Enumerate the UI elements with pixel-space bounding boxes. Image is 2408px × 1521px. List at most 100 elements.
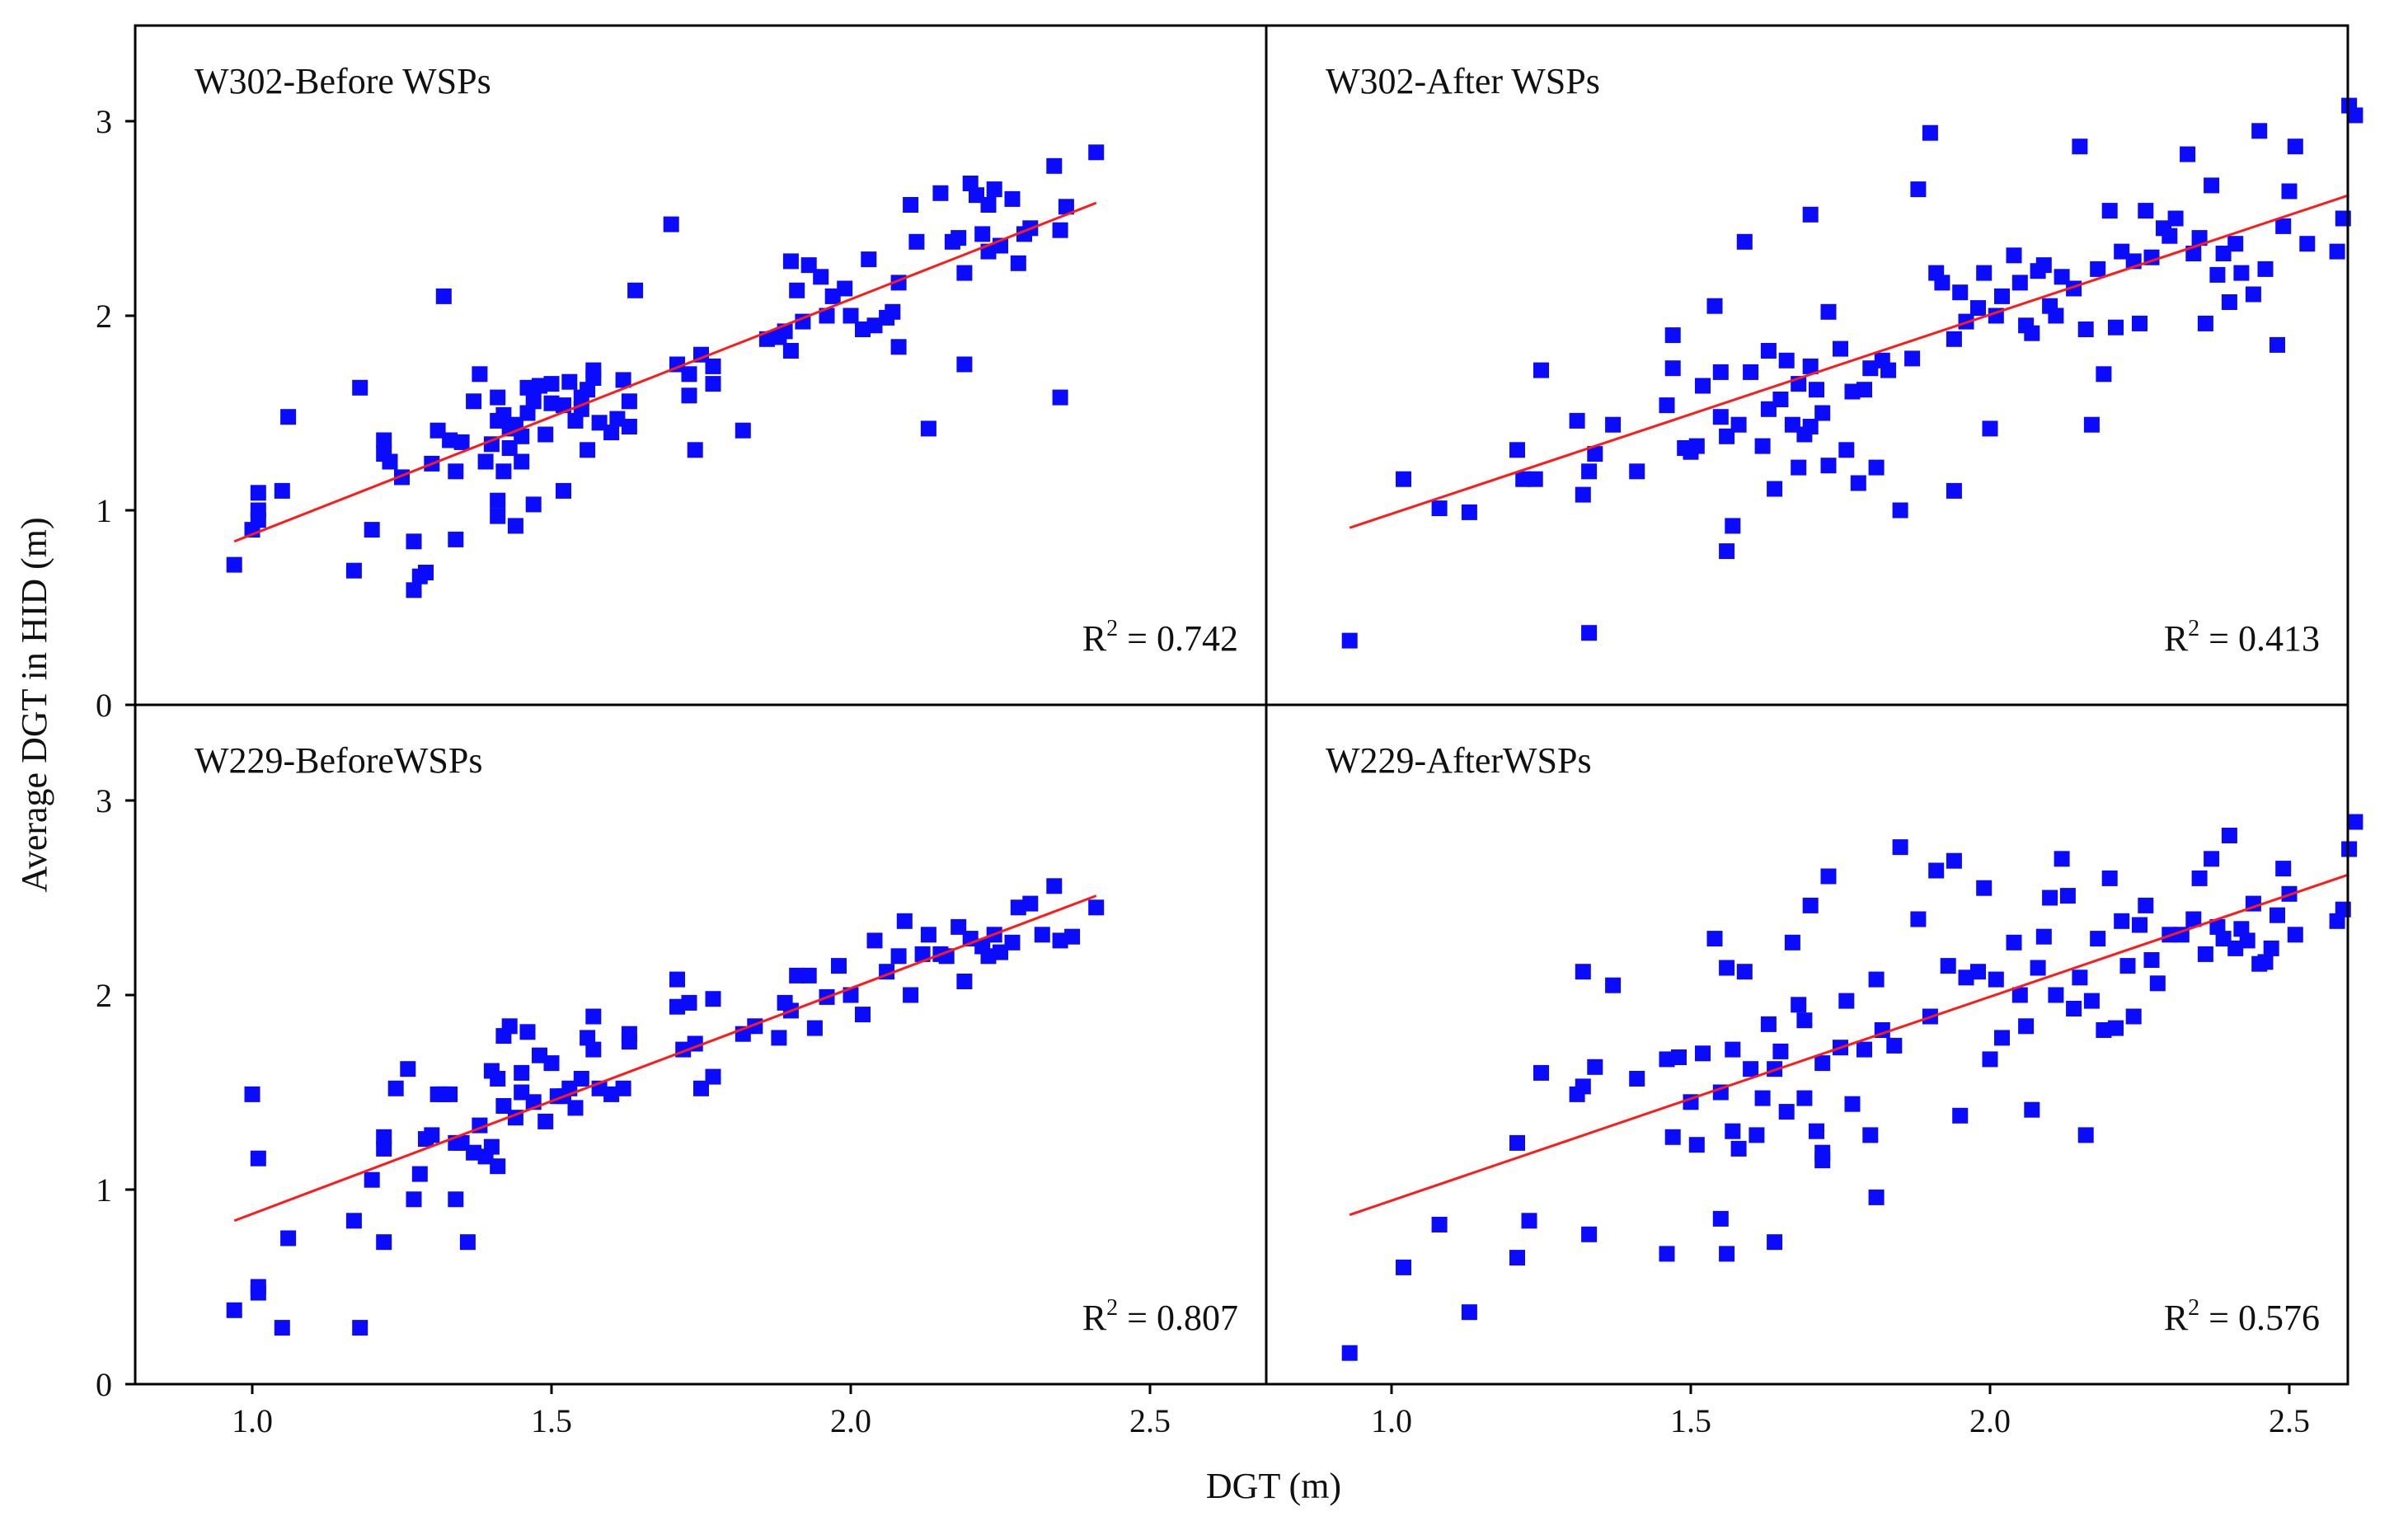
data-point (2132, 315, 2147, 331)
data-point (2054, 851, 2070, 867)
data-point (2042, 890, 2058, 906)
data-point (1664, 1129, 1681, 1145)
panel-title: W229-BeforeWSPs (195, 740, 483, 781)
data-point (2077, 1127, 2094, 1143)
data-point (1088, 899, 1105, 916)
data-point (2066, 1001, 2082, 1016)
panel-3: W229-BeforeWSPs 0 1 2 3 1.0 1.5 2.0 2.5 R2 = 0.80… (96, 740, 1238, 1439)
regression-line (1349, 873, 2350, 1217)
data-point (2011, 275, 2028, 291)
data-point (1341, 1345, 1358, 1361)
data-point (855, 322, 871, 337)
data-point (1725, 1123, 1741, 1139)
data-point (2090, 931, 2106, 947)
data-point (2024, 325, 2040, 341)
data-point (866, 932, 883, 949)
data-point (2329, 243, 2345, 260)
data-point (1575, 1078, 1591, 1095)
data-point (938, 948, 955, 965)
data-point (2209, 266, 2226, 283)
data-point (1046, 157, 1063, 174)
data-point (813, 269, 829, 285)
data-point (2048, 307, 2064, 324)
data-point (537, 1113, 554, 1129)
data-point (2048, 987, 2064, 1003)
data-point (466, 1144, 482, 1161)
y-tick-label: 1 (96, 1171, 112, 1209)
data-point (1509, 442, 1525, 458)
data-point (250, 1150, 266, 1167)
x-tick-label: 2.5 (1129, 1402, 1171, 1439)
data-point (1767, 1234, 1783, 1251)
data-point (2270, 336, 2285, 353)
y-tick-label: 2 (96, 298, 112, 335)
data-point (2125, 1008, 2142, 1025)
data-point (2185, 911, 2202, 927)
data-point (1760, 401, 1777, 417)
data-point (274, 1320, 290, 1336)
data-point (1880, 362, 1897, 378)
data-point (244, 1086, 261, 1102)
data-point (903, 197, 919, 213)
data-point (387, 1080, 404, 1096)
data-point (411, 1166, 428, 1182)
data-point (453, 1134, 470, 1151)
data-point (490, 1158, 506, 1175)
data-point (908, 233, 925, 250)
data-point (1982, 420, 1998, 437)
data-point (1910, 911, 1927, 927)
panel-title: W302-Before WSPs (195, 61, 491, 101)
data-point (1515, 471, 1532, 487)
data-point (1772, 1043, 1789, 1059)
data-point (1575, 964, 1591, 980)
data-point (956, 356, 973, 373)
data-point (1809, 382, 1824, 398)
data-point (2114, 913, 2130, 929)
panel-4: W229-AfterWSPs 1.0 1.5 2.0 2.5 R2 = 0.576 (1326, 740, 2363, 1439)
y-tick-label: 0 (96, 687, 112, 724)
data-point (1004, 190, 1021, 207)
data-point (2185, 246, 2202, 261)
x-axis-label: DGT (m) (1206, 1466, 1341, 1506)
data-point (1760, 343, 1777, 359)
data-point (532, 1047, 547, 1063)
frame-layer (134, 24, 2349, 1386)
data-point (2108, 1020, 2124, 1036)
y-axis-label: Average DGT in HID (m) (14, 517, 54, 892)
data-point (1784, 416, 1800, 433)
data-point (2191, 230, 2208, 246)
data-point (2341, 841, 2358, 857)
data-point (1695, 378, 1711, 394)
data-point (1719, 428, 1735, 444)
y-tick-label: 1 (96, 492, 112, 529)
r-squared-label: R2 = 0.742 (1082, 616, 1238, 659)
data-point (1767, 481, 1783, 497)
data-point (681, 366, 697, 383)
data-point (2233, 265, 2250, 281)
data-point (448, 463, 464, 480)
data-point (1581, 1226, 1598, 1242)
data-point (2251, 123, 2268, 139)
data-point (1928, 862, 1945, 879)
data-point (1581, 463, 1598, 480)
data-point (2197, 315, 2213, 331)
data-point (2096, 1022, 2112, 1038)
data-point (2162, 228, 2178, 244)
data-point (472, 366, 488, 383)
data-point (2245, 286, 2261, 303)
data-point (1844, 1096, 1861, 1112)
data-point (843, 307, 859, 324)
data-point (831, 958, 847, 974)
data-point (376, 1234, 392, 1251)
data-point (501, 440, 518, 456)
data-point (1952, 284, 1969, 301)
x-tick-label: 1.0 (1371, 1402, 1412, 1439)
data-point (2138, 203, 2154, 219)
data-point (442, 1086, 458, 1102)
data-point (507, 518, 523, 534)
data-point (1064, 928, 1081, 945)
data-point (1784, 934, 1800, 951)
data-point (824, 288, 841, 304)
data-point (951, 230, 967, 246)
data-point (448, 1191, 464, 1208)
